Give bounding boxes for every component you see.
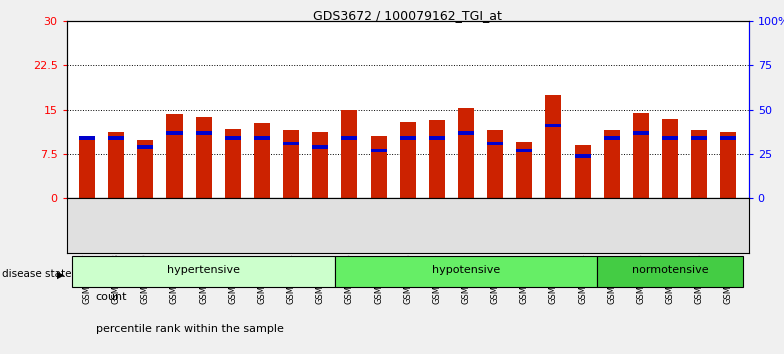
Bar [225, 136, 241, 140]
Bar [546, 95, 561, 198]
Text: normotensive: normotensive [632, 265, 708, 275]
Bar [691, 136, 707, 140]
Bar [79, 136, 95, 198]
Bar [691, 130, 707, 198]
Bar [312, 132, 328, 198]
Bar [516, 149, 532, 152]
Text: count: count [96, 292, 127, 302]
FancyBboxPatch shape [597, 256, 743, 287]
FancyBboxPatch shape [335, 256, 597, 287]
Bar [720, 136, 736, 140]
Bar [312, 145, 328, 149]
Bar [400, 121, 416, 198]
Bar [196, 131, 212, 135]
Bar [254, 123, 270, 198]
Bar [516, 142, 532, 198]
Bar [604, 136, 619, 140]
Bar [429, 136, 445, 140]
Bar [633, 131, 649, 135]
Bar [108, 132, 124, 198]
Text: hypertensive: hypertensive [167, 265, 240, 275]
Bar [604, 130, 619, 198]
Bar [166, 114, 183, 198]
Bar [341, 136, 358, 140]
Bar [371, 136, 387, 198]
Bar [137, 141, 154, 198]
Bar [662, 136, 678, 140]
Bar [458, 108, 474, 198]
Text: ▶: ▶ [56, 269, 64, 279]
Bar [166, 131, 183, 135]
Bar [254, 136, 270, 140]
Bar [633, 113, 649, 198]
Text: hypotensive: hypotensive [432, 265, 500, 275]
Text: percentile rank within the sample: percentile rank within the sample [96, 324, 284, 334]
Bar [283, 142, 299, 145]
Bar [662, 119, 678, 198]
Bar [487, 142, 503, 145]
Bar [283, 130, 299, 198]
Bar [458, 131, 474, 135]
Bar [371, 149, 387, 152]
Bar [108, 136, 124, 140]
Text: GDS3672 / 100079162_TGI_at: GDS3672 / 100079162_TGI_at [314, 9, 502, 22]
Bar [225, 129, 241, 198]
Bar [137, 145, 154, 149]
Text: disease state: disease state [2, 269, 72, 279]
Bar [400, 136, 416, 140]
Bar [429, 120, 445, 198]
Bar [575, 145, 590, 198]
Bar [196, 117, 212, 198]
Bar [720, 132, 736, 198]
FancyBboxPatch shape [72, 256, 335, 287]
Bar [341, 110, 358, 198]
Bar [546, 124, 561, 127]
Bar [487, 130, 503, 198]
Bar [575, 154, 590, 158]
Bar [79, 136, 95, 140]
